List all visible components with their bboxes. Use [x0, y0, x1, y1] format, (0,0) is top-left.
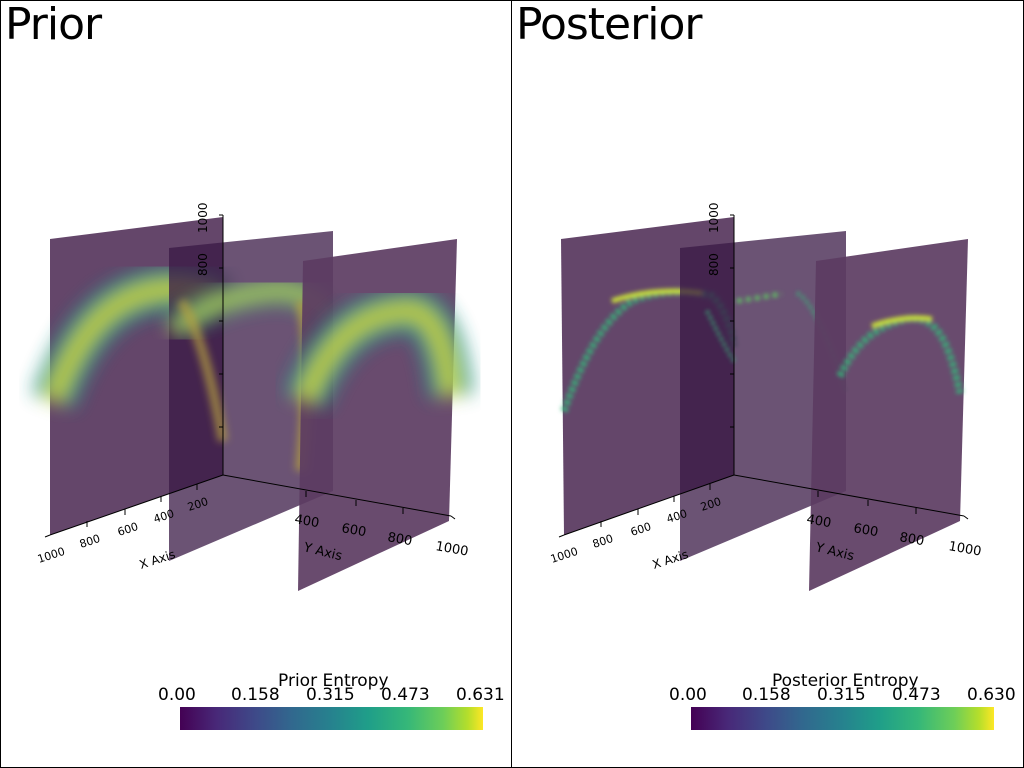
posterior-y-tick-800: 800 [898, 530, 925, 549]
prior-y-tick-400: 400 [293, 512, 320, 531]
posterior-x-axis-label: X Axis [651, 547, 690, 572]
prior-colorbar-tick-1: 0.158 [231, 685, 280, 705]
posterior-panel[interactable]: Posterior [511, 0, 1024, 768]
posterior-z-tick-800: 800 [707, 253, 721, 276]
posterior-axes [558, 214, 969, 538]
prior-panel[interactable]: Prior [0, 0, 512, 768]
posterior-z-tick-1000: 1000 [707, 202, 721, 233]
posterior-slice-middle [680, 231, 848, 561]
posterior-x-tick-200: 200 [699, 495, 723, 514]
posterior-colorbar-tick-4: 0.630 [967, 685, 1016, 705]
prior-title: Prior [5, 0, 102, 50]
posterior-3d-scene[interactable]: 1000 800 600 400 200 X Axis 400 600 800 … [512, 1, 1023, 641]
posterior-y-tick-400: 400 [805, 512, 832, 531]
posterior-title: Posterior [516, 0, 702, 50]
posterior-slice-right [809, 239, 968, 591]
prior-colorbar: Prior Entropy 0.00 0.158 0.315 0.473 0.6… [1, 669, 511, 739]
prior-colorbar-tick-0: 0.00 [158, 685, 196, 705]
posterior-x-tick-1000: 1000 [549, 545, 580, 566]
prior-y-tick-600: 600 [340, 521, 367, 540]
prior-x-tick-400: 400 [152, 507, 176, 526]
prior-y-tick-1000: 1000 [434, 539, 469, 560]
prior-x-tick-1000: 1000 [36, 545, 67, 566]
prior-x-tick-600: 600 [116, 520, 140, 539]
posterior-y-tick-1000: 1000 [947, 539, 982, 560]
prior-slice-right [284, 239, 473, 591]
prior-z-tick-800: 800 [196, 253, 210, 276]
prior-3d-scene[interactable]: 1000 800 600 400 200 X Axis 400 600 800 … [1, 1, 511, 641]
prior-axes [44, 214, 456, 538]
posterior-colorbar-title: Posterior Entropy [772, 671, 919, 691]
prior-z-tick-1000: 1000 [196, 202, 210, 233]
posterior-x-tick-800: 800 [591, 532, 615, 551]
posterior-colorbar-tick-2: 0.315 [817, 685, 866, 705]
prior-colorbar-tick-2: 0.315 [306, 685, 355, 705]
posterior-colorbar-tick-1: 0.158 [742, 685, 791, 705]
prior-colorbar-tick-3: 0.473 [381, 685, 430, 705]
prior-x-axis-label: X Axis [138, 547, 177, 572]
prior-colorbar-tick-4: 0.631 [456, 685, 505, 705]
posterior-y-tick-600: 600 [852, 521, 879, 540]
posterior-colorbar-tick-0: 0.00 [669, 685, 707, 705]
prior-colorbar-title: Prior Entropy [278, 671, 389, 691]
posterior-colorbar-gradient [691, 707, 994, 730]
prior-y-tick-800: 800 [386, 530, 413, 549]
prior-x-tick-200: 200 [186, 495, 210, 514]
posterior-colorbar-tick-3: 0.473 [892, 685, 941, 705]
prior-x-tick-800: 800 [78, 532, 102, 551]
posterior-x-tick-400: 400 [665, 507, 689, 526]
posterior-colorbar: Posterior Entropy 0.00 0.158 0.315 0.473… [512, 669, 1023, 739]
prior-colorbar-gradient [180, 707, 483, 730]
posterior-x-tick-600: 600 [629, 520, 653, 539]
